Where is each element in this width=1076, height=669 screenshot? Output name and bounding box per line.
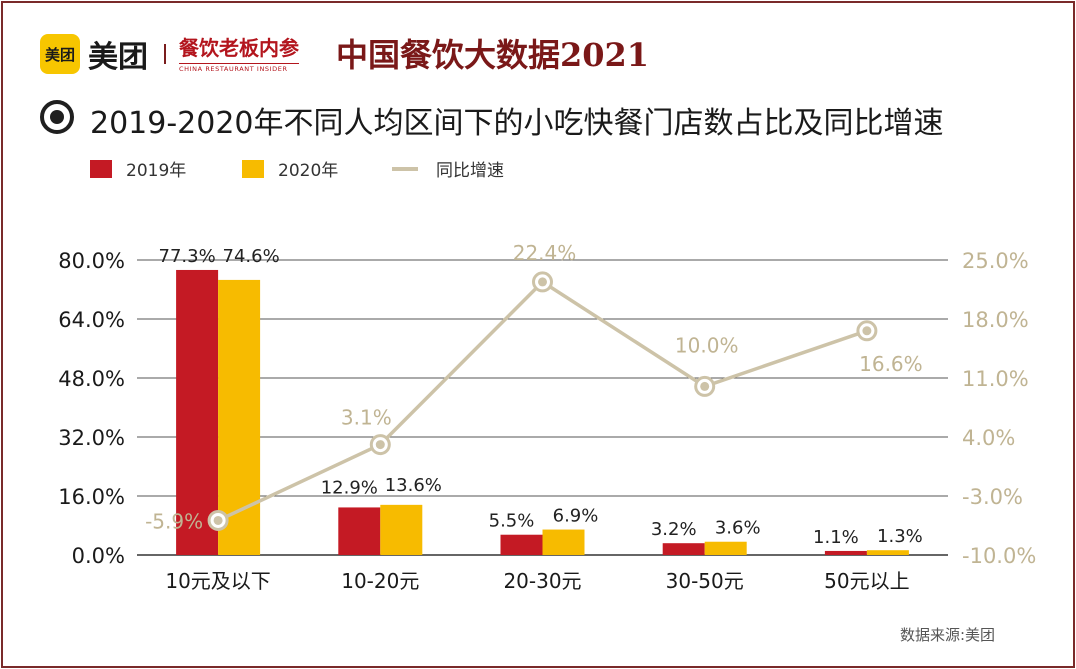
partner-logo-en: CHINA RESTAURANT INSIDER <box>179 63 299 73</box>
partner-logo-cn: 餐饮老板内参 <box>179 36 299 60</box>
bar-2019 <box>338 507 381 555</box>
legend-swatch-2020 <box>242 159 264 178</box>
x-tick-label: 10元及以下 <box>165 569 270 593</box>
growth-point-core <box>538 277 547 287</box>
growth-data-label: 22.4% <box>513 241 577 265</box>
x-tick-label: 20-30元 <box>503 569 581 593</box>
bar-2019 <box>500 534 543 555</box>
bar-2019-data-label: 5.5% <box>489 511 535 532</box>
legend-label-2019: 2019年 <box>126 161 187 181</box>
source-note: 数据来源:美团 <box>900 626 996 644</box>
growth-point-core <box>862 326 872 336</box>
growth-point-core <box>375 440 385 450</box>
bar-2020-data-label: 1.3% <box>877 526 923 547</box>
meituan-logo-badge: 美团 <box>40 34 80 74</box>
bar-2020-data-label: 74.6% <box>223 246 280 267</box>
x-tick-label: 10-20元 <box>341 569 419 593</box>
y-left-tick-label: 80.0% <box>58 249 125 273</box>
y-left-tick-label: 64.0% <box>58 308 125 332</box>
growth-data-label: -5.9% <box>145 509 203 533</box>
x-tick-label: 30-50元 <box>666 569 744 593</box>
y-right-tick-label: 4.0% <box>962 426 1015 450</box>
y-right-tick-label: -10.0% <box>962 544 1036 568</box>
bar-2019-data-label: 1.1% <box>813 527 859 548</box>
brand-title: 中国餐饮大数据2021 <box>336 36 650 74</box>
growth-data-label: 10.0% <box>675 333 739 357</box>
header: 美团 美团 餐饮老板内参 CHINA RESTAURANT INSIDER 中国… <box>38 28 1038 78</box>
bar-2020-data-label: 3.6% <box>715 518 761 539</box>
header-divider <box>164 44 166 64</box>
bar-2019 <box>662 543 705 555</box>
bar-2020-data-label: 13.6% <box>385 475 442 496</box>
x-tick-label: 50元以上 <box>824 569 909 593</box>
bar-2020 <box>380 504 423 555</box>
partner-logo: 餐饮老板内参 CHINA RESTAURANT INSIDER <box>179 32 299 73</box>
chart-title-row: 2019-2020年不同人均区间下的小吃快餐门店数占比及同比增速 <box>38 98 1068 148</box>
y-right-tick-label: 18.0% <box>962 308 1029 332</box>
growth-point-core <box>213 515 223 525</box>
y-right-tick-label: 25.0% <box>962 249 1029 273</box>
legend-item-2019: 2019年 <box>90 156 186 181</box>
legend-item-growth: 同比增速 <box>392 156 504 181</box>
legend: 2019年 2020年 同比增速 <box>90 156 690 182</box>
y-right-tick-label: 11.0% <box>962 367 1029 391</box>
target-bullet-icon <box>40 100 74 134</box>
chart-title: 2019-2020年不同人均区间下的小吃快餐门店数占比及同比增速 <box>90 106 944 141</box>
growth-data-label: 3.1% <box>341 406 392 430</box>
legend-item-2020: 2020年 <box>242 156 338 181</box>
bar-2019 <box>824 550 867 555</box>
bar-2019-data-label: 3.2% <box>651 519 697 540</box>
legend-swatch-2019 <box>90 159 112 178</box>
legend-label-2020: 2020年 <box>278 161 339 181</box>
meituan-logo-text: 美团 <box>88 40 148 75</box>
legend-line-growth <box>392 166 418 171</box>
y-left-tick-label: 0.0% <box>72 544 125 568</box>
bar-2020 <box>542 529 585 555</box>
y-left-tick-label: 48.0% <box>58 367 125 391</box>
growth-point-core <box>700 381 710 391</box>
bar-2020 <box>704 541 747 555</box>
bar-2020 <box>866 550 909 555</box>
legend-label-growth: 同比增速 <box>436 161 504 181</box>
growth-line <box>217 279 868 523</box>
y-right-tick-label: -3.0% <box>962 485 1023 509</box>
bar-2019 <box>176 269 219 555</box>
growth-data-label: 16.6% <box>859 352 923 376</box>
bar-2019-data-label: 12.9% <box>321 477 378 498</box>
y-left-tick-label: 16.0% <box>58 485 125 509</box>
bar-2020-data-label: 6.9% <box>553 506 599 527</box>
bar-2019-data-label: 77.3% <box>159 246 216 267</box>
y-left-tick-label: 32.0% <box>58 426 125 450</box>
